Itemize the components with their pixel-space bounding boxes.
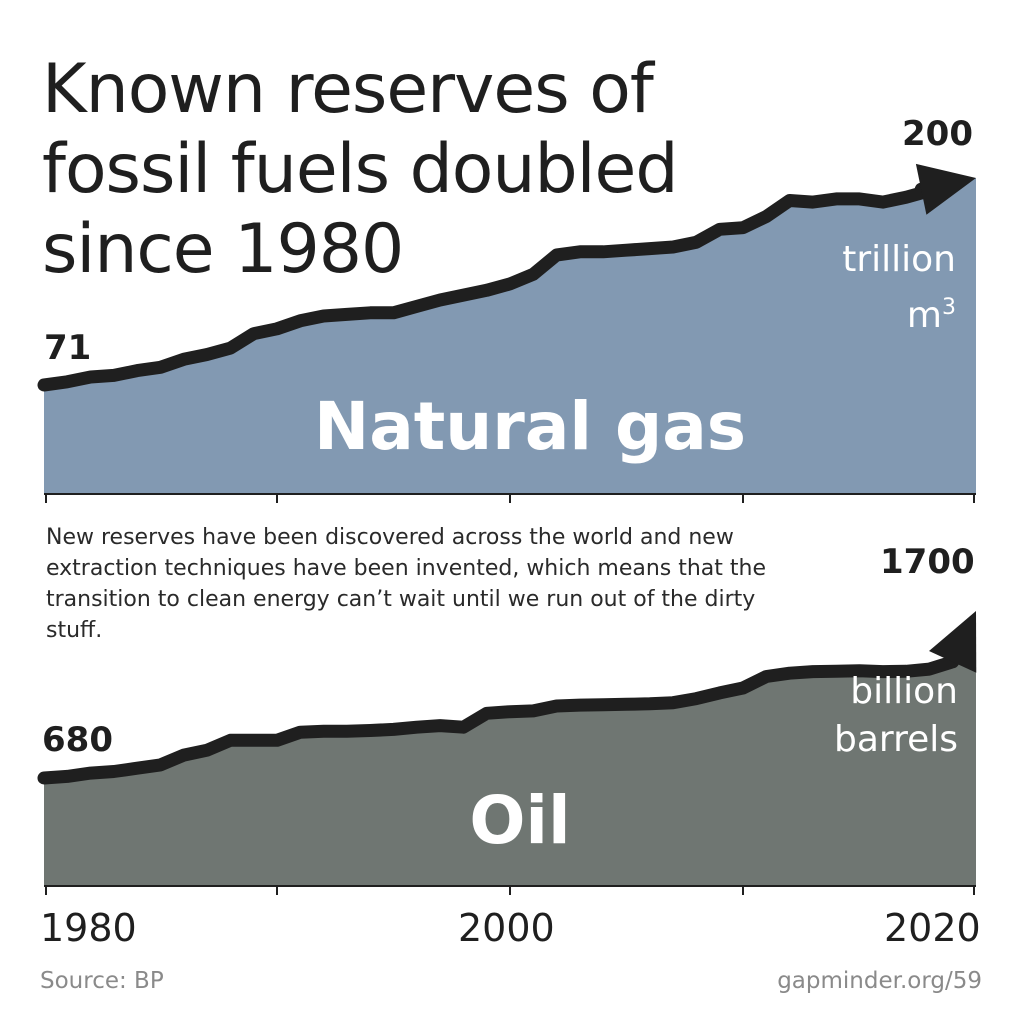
- chart-title: Known reserves of fossil fuels doubled s…: [42, 50, 679, 289]
- gas-unit-label: trillion m3: [760, 236, 956, 340]
- oil-unit-line2: barrels: [834, 719, 958, 760]
- x-tick-label-1980: 1980: [40, 906, 137, 950]
- gas-series-name: Natural gas: [313, 388, 747, 465]
- credit-link[interactable]: gapminder.org/59: [777, 968, 982, 994]
- oil-end-label: 1700: [880, 542, 975, 582]
- oil-unit-label: billion barrels: [760, 668, 958, 764]
- natural-gas-chart: [37, 163, 976, 503]
- gas-unit-line2: m: [906, 295, 942, 336]
- gas-unit-line1: trillion: [842, 239, 956, 280]
- oil-arrowhead: [929, 611, 977, 673]
- gas-unit-sup: 3: [942, 295, 956, 320]
- gas-area: [44, 178, 976, 494]
- oil-series-line: [37, 655, 960, 785]
- chart-subtitle: New reserves have been discovered across…: [46, 525, 767, 643]
- source-note: Source: BP: [40, 968, 164, 994]
- gas-end-label: 200: [902, 114, 973, 154]
- oil-series-name: Oil: [469, 782, 571, 859]
- oil-chart: [37, 611, 977, 895]
- gas-arrowhead: [915, 163, 976, 215]
- oil-start-label: 680: [42, 720, 113, 760]
- oil-area: [44, 611, 976, 886]
- x-tick-label-2000: 2000: [458, 906, 555, 950]
- x-tick-label-2020: 2020: [884, 906, 981, 950]
- gas-series-line: [37, 176, 960, 392]
- oil-unit-line1: billion: [850, 671, 958, 712]
- gas-start-label: 71: [44, 328, 92, 368]
